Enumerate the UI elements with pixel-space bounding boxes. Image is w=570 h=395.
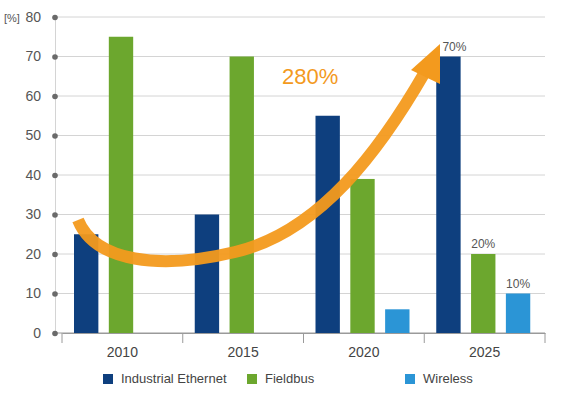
grid: [55, 17, 545, 333]
legend-label: Wireless: [423, 371, 473, 386]
y-tick-label: 10: [25, 285, 41, 301]
y-tick-dot: [52, 252, 58, 258]
bar: [109, 37, 133, 333]
y-tick-dot: [52, 291, 58, 297]
y-tick-dot: [52, 173, 58, 179]
y-tick: 70: [25, 48, 57, 64]
data-label: 20%: [471, 237, 495, 251]
y-tick-label: 70: [25, 48, 41, 64]
y-tick-dot: [52, 331, 58, 337]
bar: [506, 294, 530, 334]
y-tick-label: 40: [25, 167, 41, 183]
legend-item: Fieldbus: [247, 371, 315, 386]
y-tick-label: 20: [25, 246, 41, 262]
growth-arrow: [78, 44, 440, 261]
y-tick: 0: [33, 325, 58, 341]
y-axis-title: [%]: [4, 12, 20, 24]
x-tick-label: 2010: [107, 344, 138, 360]
bar: [350, 179, 374, 333]
bars: [74, 37, 530, 333]
x-tick-label: 2025: [469, 344, 500, 360]
legend-label: Fieldbus: [265, 371, 315, 386]
x-tick: 2010: [107, 333, 138, 360]
x-tick: 2025: [469, 333, 500, 360]
group-separator: [545, 333, 546, 343]
group-separator: [62, 333, 63, 343]
y-tick-label: 30: [25, 206, 41, 222]
y-tick-label: 80: [25, 9, 41, 25]
y-tick: 80: [25, 9, 57, 25]
grid-line: [55, 17, 545, 18]
y-tick-dot: [52, 54, 58, 60]
bar: [195, 215, 219, 334]
legend-item: Wireless: [405, 371, 473, 386]
y-tick-label: 60: [25, 88, 41, 104]
legend-swatch: [247, 374, 257, 384]
x-axis: 2010 2015 2020 2025: [63, 333, 546, 360]
bar: [436, 57, 460, 334]
legend-item: Industrial Ethernet: [103, 371, 227, 386]
group-separator: [424, 333, 425, 343]
legend: Industrial Ethernet Fieldbus Wireless: [103, 371, 473, 386]
x-tick: 2015: [228, 333, 259, 360]
annotation: 280%: [282, 64, 338, 89]
bar: [471, 254, 495, 333]
data-label: 70%: [442, 40, 466, 54]
data-labels: 70% 20% 10%: [442, 40, 530, 291]
y-tick: 30: [25, 206, 57, 222]
y-tick: 40: [25, 167, 57, 183]
y-axis: 0 10 20 30 40 50 60 70 80: [25, 9, 57, 341]
bar: [230, 57, 254, 334]
y-tick-dot: [52, 94, 58, 100]
y-tick-dot: [52, 133, 58, 139]
y-tick: 60: [25, 88, 57, 104]
y-tick-dot: [52, 15, 58, 21]
y-tick: 50: [25, 127, 57, 143]
y-tick: 20: [25, 246, 57, 262]
y-tick-dot: [52, 212, 58, 218]
x-tick-label: 2015: [228, 344, 259, 360]
x-tick: 2020: [348, 333, 379, 360]
bar: [316, 116, 340, 333]
group-separator: [182, 333, 183, 343]
arrow-body: [78, 72, 425, 261]
group-separator: [303, 333, 304, 343]
data-label: 10%: [506, 277, 530, 291]
arrow-head: [411, 44, 440, 84]
legend-swatch: [405, 374, 415, 384]
bar: [385, 309, 409, 333]
legend-swatch: [103, 374, 113, 384]
y-tick-label: 50: [25, 127, 41, 143]
x-tick-label: 2020: [348, 344, 379, 360]
group-separators: [62, 333, 545, 343]
legend-label: Industrial Ethernet: [121, 371, 227, 386]
y-tick: 10: [25, 285, 57, 301]
y-tick-label: 0: [33, 325, 41, 341]
